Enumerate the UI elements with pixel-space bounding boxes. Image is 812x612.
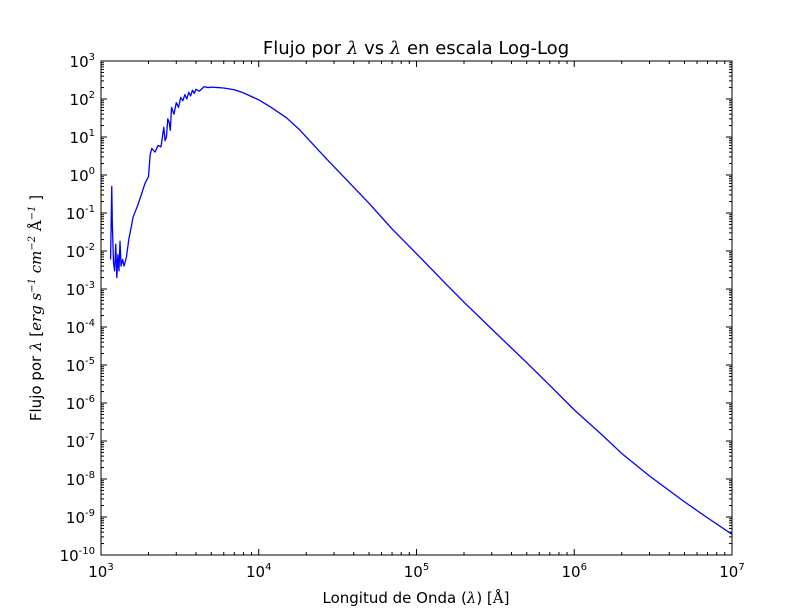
y-axis-label: Flujo por λ [erg s−1 cm−2 Å−1 ] [27, 195, 45, 421]
y-tick-label: 101 [70, 128, 95, 147]
x-tick-label: 107 [719, 562, 744, 581]
y-tick-label: 10-7 [66, 432, 95, 451]
x-axis-label: Longitud de Onda (λ) [Å] [322, 589, 509, 607]
y-tick-label: 10-2 [66, 242, 95, 261]
series-line [109, 86, 733, 535]
x-tick-label: 104 [246, 562, 271, 581]
x-tick-label: 106 [562, 562, 587, 581]
x-tick-label: 105 [404, 562, 429, 581]
y-tick-label: 100 [70, 166, 95, 185]
y-tick-label: 10-8 [66, 470, 95, 489]
chart-title: Flujo por λ vs λ en escala Log-Log [263, 38, 569, 59]
y-tick-label: 10-5 [66, 356, 95, 375]
plot-area [100, 60, 733, 556]
y-tick-label: 102 [70, 90, 95, 109]
y-tick-label: 10-6 [66, 394, 95, 413]
y-tick-label: 10-3 [66, 280, 95, 299]
series-layer [109, 86, 733, 535]
y-tick-label: 10-4 [66, 318, 95, 337]
x-axis-ticks: 103 104 105 106 107 [88, 61, 745, 581]
y-tick-label: 10-10 [60, 546, 95, 565]
y-tick-label: 103 [70, 52, 95, 71]
y-axis-ticks: 10-10 10-9 10-8 10-7 10-6 10-5 10-4 10-3 10-2 10-… [60, 52, 732, 565]
x-tick-label: 103 [88, 562, 113, 581]
y-tick-label: 10-9 [66, 508, 95, 527]
y-tick-label: 10-1 [66, 204, 95, 223]
